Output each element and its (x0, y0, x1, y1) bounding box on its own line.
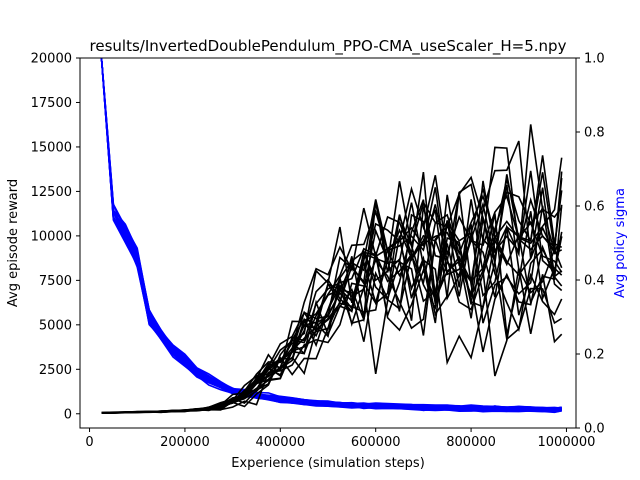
x-tick-label: 400000 (255, 435, 305, 450)
x-axis-ticks: 0 200000 400000 600000 800000 1000000 (85, 428, 595, 450)
x-tick-label: 800000 (446, 435, 496, 450)
right-y-axis-title: Avg policy sigma (613, 188, 628, 298)
y2-tick-label: 0.4 (584, 274, 605, 289)
left-y-axis-title: Avg episode reward (6, 179, 21, 307)
y2-tick-label: 0.6 (584, 200, 605, 215)
y2-tick-label: 0.8 (584, 126, 605, 141)
reward-run-line (101, 140, 563, 414)
y-tick-label: 2500 (39, 363, 72, 378)
sigma-run-line (100, 57, 562, 412)
reward-run-line (101, 170, 563, 414)
reward-run-line (101, 251, 563, 414)
left-y-axis-ticks: 0 2500 5000 7500 10000 12500 15000 17500 20000 (31, 52, 80, 422)
chart-title: results/InvertedDoublePendulum_PPO-CMA_u… (90, 37, 567, 56)
y-tick-label: 12500 (31, 185, 72, 200)
y-tick-label: 0 (64, 407, 72, 422)
y-tick-label: 5000 (39, 318, 72, 333)
x-tick-label: 200000 (160, 435, 210, 450)
reward-run-line (101, 146, 563, 414)
y2-tick-label: 0.0 (584, 422, 605, 437)
sigma-run-line (100, 57, 562, 411)
right-y-axis-ticks: 0.0 0.2 0.4 0.6 0.8 1.0 (576, 52, 605, 437)
sigma-series-layer (100, 57, 562, 414)
reward-series-layer (101, 124, 563, 414)
y2-tick-label: 1.0 (584, 52, 605, 67)
x-tick-label: 1000000 (538, 435, 596, 450)
y2-tick-label: 0.2 (584, 348, 605, 363)
y-tick-label: 17500 (31, 96, 72, 111)
y-tick-label: 7500 (39, 274, 72, 289)
y-tick-label: 20000 (31, 52, 72, 67)
sigma-run-line (100, 57, 562, 409)
x-axis-title: Experience (simulation steps) (231, 456, 425, 471)
y-tick-label: 10000 (31, 229, 72, 244)
x-tick-label: 0 (85, 435, 93, 450)
x-tick-label: 600000 (351, 435, 401, 450)
plot-frame (79, 57, 577, 429)
y-tick-label: 15000 (31, 140, 72, 155)
